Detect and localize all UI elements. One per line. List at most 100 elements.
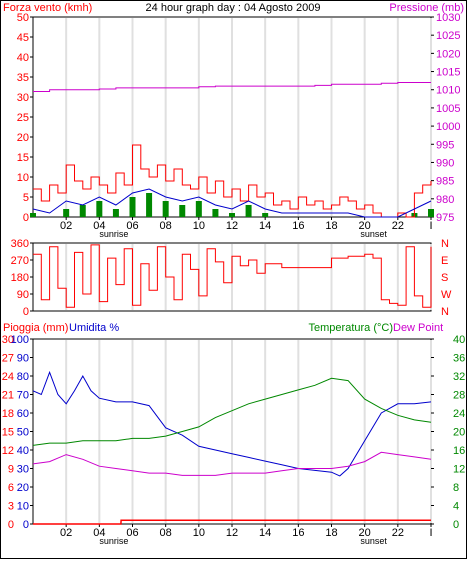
pressure-series [33,82,431,92]
climate-panel-x-tick-label: 06 [126,527,138,539]
avg-wind-bar [262,213,269,217]
wind-panel-right-y-tick-label: 990 [436,157,454,169]
wind-panel-x-tick-label: 10 [193,220,205,232]
wind-panel-x-tick-label: I [429,220,432,232]
temperature-series [32,377,432,446]
humidity-axis-y-tick-label: 10 [17,501,29,513]
wind-panel-left-y-tick-label: 35 [17,72,29,84]
direction-compass-label: S [441,272,448,284]
rain-axis-y-tick-label: 3 [8,501,14,513]
avg-wind-bar [63,209,70,217]
rain-axis-y-tick-label: 30 [2,334,14,346]
wind-panel-left-y-tick-label: 45 [17,32,29,44]
wind-panel-x-tick-label: 20 [359,220,371,232]
wind-panel-sunrise-label: sunrise [99,229,128,239]
humidity-axis-y-tick-label: 100 [11,334,29,346]
humidity-axis-y-tick-label: 90 [17,353,29,365]
humidity-axis-y-tick-label: 50 [17,427,29,439]
wind-panel-right-y-tick-label: 1020 [436,48,460,60]
wind-panel-left-y-tick-label: 5 [23,192,29,204]
direction-panel-left-y-tick-label: 90 [17,289,29,301]
wind-gust-series [32,188,432,218]
rain-axis-y-tick-label: 6 [8,482,14,494]
avg-wind-bar [428,209,434,217]
avg-wind-bar [146,193,153,217]
wind-panel-x-tick-label: 12 [226,220,238,232]
direction-compass-label: N [441,238,449,250]
climate-panel-x-tick-label: 02 [60,527,72,539]
temperature-axis-y-tick-label: 4 [453,501,459,513]
climate-panel-x-tick-label: 22 [392,527,404,539]
rain-axis-y-tick-label: 24 [2,371,14,383]
humidity-axis-y-tick-label: 60 [17,408,29,420]
temperature-axis-y-tick-label: 36 [453,353,465,365]
wind-panel-right-y-tick-label: 1025 [436,30,460,42]
avg-wind-bar [245,205,252,217]
wind-panel-right-y-tick-label: 985 [436,176,454,188]
wind-panel-left-y-tick-label: 25 [17,112,29,124]
avg-wind-bar [96,201,103,217]
avg-wind-bar [112,209,119,217]
wind-panel-right-y-tick-label: 980 [436,194,454,206]
direction-panel-left-y-tick-label: 360 [11,238,29,250]
rain-axis-y-tick-label: 27 [2,353,14,365]
wind-panel-left-y-tick-label: 0 [23,212,29,224]
wind-panel-right-y-tick-label: 995 [436,139,454,151]
avg-wind-bar [229,213,235,217]
wind-panel-right-y-tick-label: 1000 [436,121,460,133]
temperature-axis-y-tick-label: 24 [453,408,465,420]
temperature-axis-y-tick-label: 0 [453,519,459,531]
humidity-axis-y-tick-label: 70 [17,390,29,402]
humidity-axis-y-tick-label: 0 [23,519,29,531]
dewpoint-series [32,451,432,476]
temperature-axis-y-tick-label: 8 [453,482,459,494]
climate-panel-x-tick-label: 10 [193,527,205,539]
wind-axis-label: Forza vento (kmh) [3,2,92,14]
climate-panel-x-tick-label: 14 [259,527,271,539]
temperature-axis-y-tick-label: 12 [453,464,465,476]
climate-panel-x-tick-label: 08 [160,527,172,539]
wind-panel-left-y-tick-label: 10 [17,172,29,184]
rain-axis-y-tick-label: 12 [2,445,14,457]
climate-panel-sunrise-label: sunrise [99,536,128,546]
humidity-axis-y-tick-label: 40 [17,445,29,457]
direction-panel-left-y-tick-label: 0 [23,306,29,318]
humidity-axis-y-tick-label: 80 [17,371,29,383]
chart-content: 0510152025303540455097598098599099510001… [2,12,466,546]
wind-panel-right-y-tick-label: 1005 [436,103,460,115]
climate-panel-x-tick-label: 20 [359,527,371,539]
rain-axis-y-tick-label: 0 [8,519,14,531]
rain-series [33,519,431,525]
temperature-axis-y-tick-label: 28 [453,390,465,402]
wind-panel-sunset-label: sunset [360,229,387,239]
pressure-axis-label: Pressione (mb) [389,2,464,14]
avg-wind-bar [30,213,36,217]
temperature-axis-y-tick-label: 16 [453,445,465,457]
wind-panel-x-tick-label: 22 [392,220,404,232]
wind-panel-x-tick-label: 14 [259,220,271,232]
wind-panel-x-tick-label: 16 [292,220,304,232]
wind-panel-x-tick-label: 02 [60,220,72,232]
rain-axis-y-tick-label: 18 [2,408,14,420]
climate-panel-x-tick-label: 16 [292,527,304,539]
avg-wind-bar [79,205,86,217]
climate-panel-x-tick-label: 12 [226,527,238,539]
wind-speed-series [33,144,432,218]
dewpoint-axis-label: Dew Point [393,322,443,334]
wind-panel-x-tick-label: 08 [160,220,172,232]
temperature-axis-y-tick-label: 20 [453,427,465,439]
climate-panel-sunset-label: sunset [360,536,387,546]
avg-wind-bar [212,209,219,217]
climate-panel-x-tick-label: 04 [93,527,105,539]
wind-panel-x-tick-label: 06 [126,220,138,232]
avg-wind-bar [195,201,202,217]
direction-panel-left-y-tick-label: 180 [11,272,29,284]
climate-panel-x-tick-label: 18 [325,527,337,539]
rain-axis-label: Pioggia (mm) [3,322,68,334]
temperature-axis-y-tick-label: 32 [453,371,465,383]
wind-panel-left-y-tick-label: 15 [17,152,29,164]
direction-panel-left-y-tick-label: 270 [11,255,29,267]
wind-panel-right-y-tick-label: 1030 [436,12,460,24]
